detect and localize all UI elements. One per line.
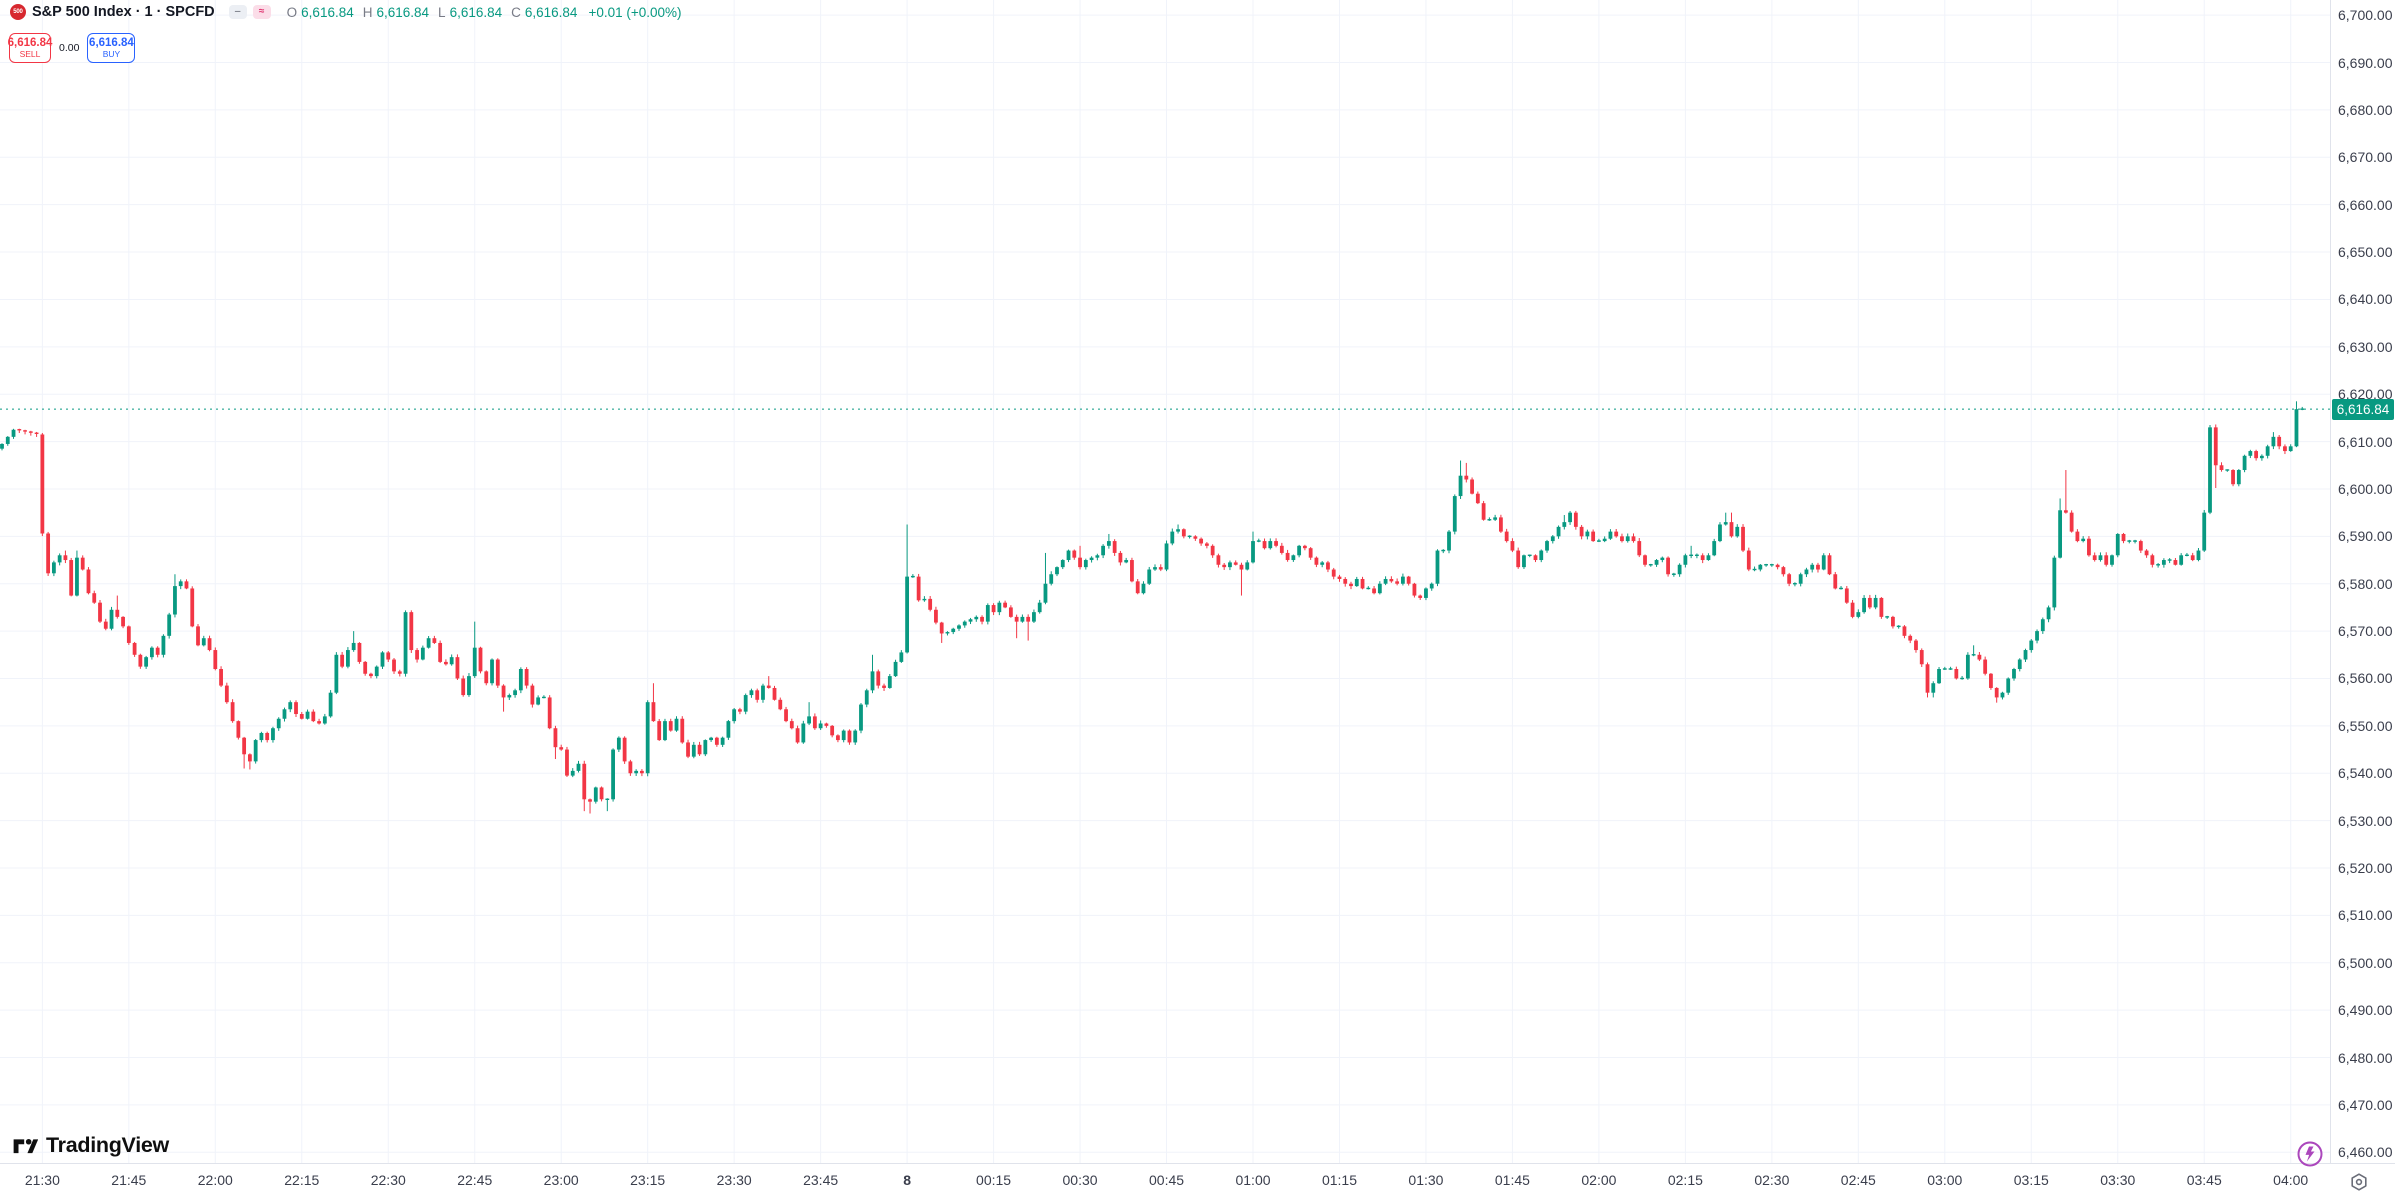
close-value: 6,616.84 bbox=[524, 4, 578, 20]
time-tick-label: 23:45 bbox=[803, 1172, 839, 1188]
price-tick-label: 6,460.00 bbox=[2338, 1144, 2393, 1161]
time-tick-label: 22:00 bbox=[197, 1172, 233, 1188]
price-tick-label: 6,540.00 bbox=[2338, 765, 2393, 782]
close-label: C bbox=[511, 4, 521, 20]
time-tick-label: 04:00 bbox=[2273, 1172, 2309, 1188]
tradingview-logo-text: TradingView bbox=[46, 1132, 169, 1157]
time-tick-label: 8 bbox=[903, 1172, 911, 1188]
price-tick-label: 6,480.00 bbox=[2338, 1049, 2393, 1066]
price-tick-label: 6,570.00 bbox=[2338, 623, 2393, 640]
time-tick-label: 00:30 bbox=[1062, 1172, 1098, 1188]
price-tick-label: 6,530.00 bbox=[2338, 812, 2393, 829]
time-tick-label: 01:30 bbox=[1408, 1172, 1444, 1188]
price-tick-label: 6,650.00 bbox=[2338, 244, 2393, 261]
time-tick-label: 03:15 bbox=[2013, 1172, 2049, 1188]
time-tick-label: 22:45 bbox=[457, 1172, 493, 1188]
low-value: 6,616.84 bbox=[449, 4, 503, 20]
time-tick-label: 02:45 bbox=[1840, 1172, 1876, 1188]
time-tick-label: 02:15 bbox=[1667, 1172, 1703, 1188]
symbol-legend: 500 S&P 500 Index · 1 · SPCFD – ≈ O 6,61… bbox=[10, 4, 682, 20]
price-tick-label: 6,670.00 bbox=[2338, 149, 2393, 166]
quick-trade-lightning-icon[interactable] bbox=[2297, 1141, 2323, 1167]
time-tick-label: 23:30 bbox=[716, 1172, 752, 1188]
time-tick-label: 21:30 bbox=[24, 1172, 60, 1188]
tradingview-logo-icon bbox=[13, 1138, 38, 1154]
high-label: H bbox=[362, 4, 373, 20]
time-tick-label: 21:45 bbox=[111, 1172, 147, 1188]
time-tick-label: 02:30 bbox=[1754, 1172, 1790, 1188]
price-tick-label: 6,620.00 bbox=[2338, 386, 2393, 403]
price-tick-label: 6,640.00 bbox=[2338, 291, 2393, 308]
time-tick-label: 03:30 bbox=[2100, 1172, 2136, 1188]
price-tick-label: 6,690.00 bbox=[2338, 54, 2393, 71]
open-label: O bbox=[286, 4, 298, 20]
low-label: L bbox=[438, 4, 446, 20]
change-value: +0.01 (+0.00%) bbox=[588, 4, 682, 20]
wave-icon[interactable]: ≈ bbox=[252, 5, 271, 19]
time-tick-label: 01:15 bbox=[1321, 1172, 1357, 1188]
time-tick-label: 01:45 bbox=[1494, 1172, 1530, 1188]
time-tick-label: 00:45 bbox=[1148, 1172, 1185, 1188]
price-tick-label: 6,510.00 bbox=[2338, 907, 2393, 924]
time-tick-label: 00:15 bbox=[976, 1172, 1012, 1188]
time-tick-label: 02:00 bbox=[1581, 1172, 1617, 1188]
sell-label: SELL bbox=[19, 48, 41, 59]
time-tick-label: 23:15 bbox=[630, 1172, 666, 1188]
price-tick-label: 6,700.00 bbox=[2338, 7, 2393, 24]
time-axis[interactable]: 21:30 21:45 22:00 22:15 22:30 22:45 23:00 23:15… bbox=[0, 1163, 2395, 1199]
price-tick-label: 6,590.00 bbox=[2338, 528, 2393, 545]
buy-button[interactable]: 6,616.84 BUY bbox=[87, 33, 136, 63]
sp500-logo-icon: 500 bbox=[10, 4, 26, 20]
time-tick-label: 23:00 bbox=[543, 1172, 579, 1188]
price-tick-label: 6,520.00 bbox=[2338, 860, 2393, 876]
sell-button[interactable]: 6,616.84 SELL bbox=[7, 33, 53, 63]
price-tick-label: 6,600.00 bbox=[2338, 480, 2393, 497]
time-tick-label: 03:45 bbox=[2186, 1172, 2222, 1188]
price-tick-label: 6,500.00 bbox=[2338, 954, 2393, 971]
time-tick-label: 22:30 bbox=[370, 1172, 406, 1188]
spread-value: 0.00 bbox=[59, 42, 80, 54]
ohlc-values: O 6,616.84 H 6,616.84 L 6,616.84 C 6,616… bbox=[287, 5, 682, 20]
collapse-icon[interactable]: – bbox=[228, 5, 247, 19]
current-price-tag[interactable]: 6,616.84 bbox=[2332, 398, 2394, 420]
sell-price: 6,616.84 bbox=[7, 37, 53, 49]
symbol-title[interactable]: S&P 500 Index · 1 · SPCFD bbox=[32, 4, 215, 20]
price-axis[interactable]: 6,616.84 6,700.00 6,690.00 6,680.00 6,670.0… bbox=[2330, 0, 2395, 1163]
tradingview-logo[interactable]: TradingView bbox=[12, 1132, 169, 1158]
open-value: 6,616.84 bbox=[301, 4, 354, 20]
price-tick-label: 6,630.00 bbox=[2338, 338, 2393, 355]
buy-label: BUY bbox=[102, 48, 121, 59]
price-tick-label: 6,580.00 bbox=[2338, 575, 2393, 592]
price-tick-label: 6,610.00 bbox=[2338, 433, 2393, 450]
price-tick-label: 6,550.00 bbox=[2338, 717, 2393, 734]
time-tick-label: 01:00 bbox=[1235, 1172, 1271, 1188]
price-tick-label: 6,560.00 bbox=[2338, 670, 2393, 687]
price-tick-label: 6,490.00 bbox=[2338, 1002, 2393, 1019]
settings-gear-icon[interactable] bbox=[2349, 1172, 2369, 1192]
price-tick-label: 6,470.00 bbox=[2338, 1096, 2393, 1113]
trade-panel: 6,616.84 SELL 0.00 6,616.84 BUY bbox=[7, 33, 136, 63]
time-tick-label: 03:00 bbox=[1927, 1172, 1963, 1188]
time-tick-label: 22:15 bbox=[284, 1172, 320, 1188]
price-tick-label: 6,660.00 bbox=[2338, 196, 2393, 213]
buy-price: 6,616.84 bbox=[89, 37, 134, 49]
price-tick-label: 6,680.00 bbox=[2338, 101, 2393, 118]
high-value: 6,616.84 bbox=[376, 4, 430, 20]
